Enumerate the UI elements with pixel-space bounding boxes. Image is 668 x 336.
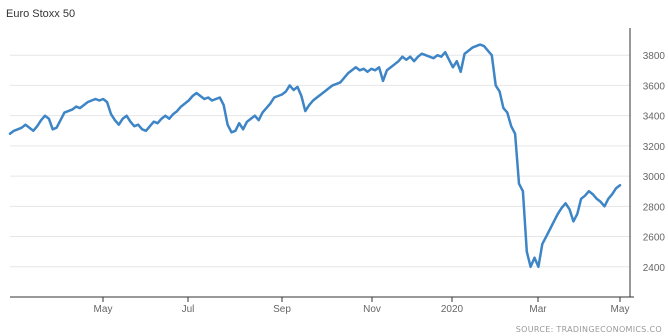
y-tick-label: 3400 [643,112,666,123]
y-tick-label: 2800 [643,202,666,213]
y-tick-label: 3200 [643,142,666,153]
x-tick-label: Mar [529,304,547,315]
y-tick-label: 3800 [643,51,666,62]
series-line [8,43,622,269]
chart-title: Euro Stoxx 50 [6,8,76,20]
gridlines [10,54,630,268]
axes [10,28,634,302]
x-tick-label: May [94,304,113,315]
y-tick-label: 2600 [643,233,666,244]
x-tick-labels: May Jul Sep Nov 2020 Mar May [94,304,630,315]
x-tick-label: May [611,304,630,315]
y-tick-label: 2400 [643,263,666,274]
x-tick-label: Jul [182,304,195,315]
y-tick-labels: 2400 2600 2800 3000 3200 3400 3600 3800 [643,51,666,274]
x-tick-label: 2020 [441,304,464,315]
x-tick-label: Sep [273,304,291,315]
series-group [8,43,622,269]
x-tick-label: Nov [363,304,381,315]
y-tick-label: 3600 [643,81,666,92]
y-tick-label: 3000 [643,172,666,183]
source-label: SOURCE: TRADINGECONOMICS.CO [515,325,662,334]
